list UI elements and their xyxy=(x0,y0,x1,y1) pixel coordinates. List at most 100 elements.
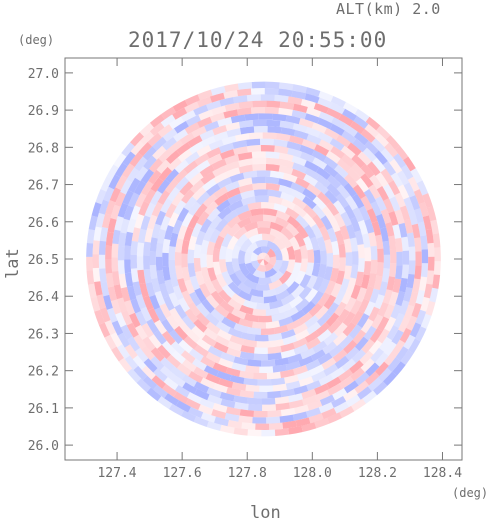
radar-cell xyxy=(377,301,389,317)
radar-cell xyxy=(290,309,306,322)
radar-cell xyxy=(187,214,200,230)
radar-cell xyxy=(216,199,231,213)
radar-cell xyxy=(266,157,281,166)
radar-cell xyxy=(322,341,338,355)
radar-cell xyxy=(392,224,402,239)
radar-cell xyxy=(239,390,254,398)
radar-cell xyxy=(252,269,266,279)
radar-cell xyxy=(252,308,267,317)
radar-cell xyxy=(289,295,304,309)
y-tick-label: 26.8 xyxy=(28,141,59,156)
radar-cell xyxy=(223,90,238,99)
radar-cell xyxy=(91,202,102,218)
radar-cell xyxy=(382,160,397,176)
radar-cell xyxy=(149,158,163,173)
radar-cell xyxy=(339,405,355,418)
radar-cell xyxy=(162,128,178,142)
radar-cell xyxy=(188,370,204,384)
radar-cell xyxy=(111,320,124,336)
radar-cell xyxy=(346,167,361,182)
radar-cell xyxy=(193,258,202,273)
radar-cell xyxy=(312,157,328,170)
radar-cell xyxy=(345,195,358,211)
radar-cell xyxy=(393,312,405,329)
radar-cell xyxy=(187,201,201,216)
radar-cell xyxy=(268,256,277,266)
radar-cell xyxy=(239,304,254,315)
radar-cell xyxy=(115,312,127,328)
radar-cell xyxy=(213,131,229,142)
radar-cell xyxy=(310,236,320,251)
radar-cell xyxy=(199,283,212,299)
radar-cell xyxy=(280,407,296,417)
radar-cell xyxy=(118,232,127,247)
radar-cell xyxy=(269,270,284,283)
radar-cell xyxy=(291,168,307,180)
radar-cell xyxy=(332,349,348,363)
radar-cell xyxy=(188,235,198,251)
radar-cell xyxy=(244,251,252,265)
radar-cell xyxy=(259,385,274,393)
y-tick-label: 27.0 xyxy=(28,67,59,82)
radar-cell xyxy=(105,245,113,260)
radar-cell xyxy=(429,287,439,303)
radar-cell xyxy=(345,252,353,267)
radar-cell xyxy=(130,298,142,314)
radar-cell xyxy=(215,218,229,233)
radar-cell xyxy=(129,152,143,167)
radar-cell xyxy=(351,251,359,265)
radar-cell xyxy=(354,108,370,122)
radar-cell xyxy=(169,329,183,345)
radar-cell xyxy=(317,329,332,343)
radar-cell xyxy=(343,265,352,280)
radar-cell xyxy=(156,159,171,174)
radar-cell xyxy=(177,207,190,223)
radar-cell xyxy=(175,400,191,413)
radar-cell xyxy=(200,239,210,255)
radar-cell xyxy=(231,308,247,320)
radar-cell xyxy=(160,357,175,372)
radar-cell xyxy=(311,122,327,134)
radar-cell xyxy=(188,172,204,186)
radar-cell xyxy=(363,301,376,317)
radar-cell xyxy=(159,303,172,319)
radar-cell xyxy=(434,247,441,262)
radar-cell xyxy=(294,232,306,247)
radar-cell xyxy=(245,365,260,373)
radar-cell xyxy=(304,113,320,124)
radar-cell xyxy=(330,95,346,108)
radar-cell xyxy=(258,252,264,259)
radar-cell xyxy=(227,235,239,250)
radar-cell xyxy=(286,141,302,151)
radar-cell xyxy=(301,388,317,400)
radar-cell xyxy=(88,283,97,299)
radar-cell xyxy=(219,142,234,154)
radar-cell xyxy=(316,236,327,252)
radar-cell xyxy=(237,82,253,90)
radar-cell xyxy=(394,237,403,252)
radar-cell xyxy=(350,264,359,279)
radar-cell xyxy=(360,318,374,334)
radar-cell xyxy=(323,266,333,281)
radar-cell xyxy=(370,259,378,274)
radar-cell xyxy=(324,280,336,296)
radar-cell xyxy=(120,287,131,302)
radar-cell xyxy=(269,228,284,240)
radar-cell xyxy=(250,87,265,95)
x-tick-label: 127.6 xyxy=(163,466,202,481)
radar-cell xyxy=(207,394,223,405)
radar-cell xyxy=(287,353,303,364)
radar-cell xyxy=(391,329,404,345)
radar-cell xyxy=(246,145,261,153)
radar-cell xyxy=(211,279,224,294)
radar-cell xyxy=(191,222,203,238)
radar-cell xyxy=(181,266,191,282)
radar-cell xyxy=(185,114,201,127)
radar-cell xyxy=(135,294,147,310)
radar-cell xyxy=(403,156,416,172)
radar-cell xyxy=(92,240,100,255)
radar-cell xyxy=(252,100,267,108)
radar-cell xyxy=(224,83,239,93)
radar-cell xyxy=(237,151,253,161)
radar-cell xyxy=(151,375,167,389)
